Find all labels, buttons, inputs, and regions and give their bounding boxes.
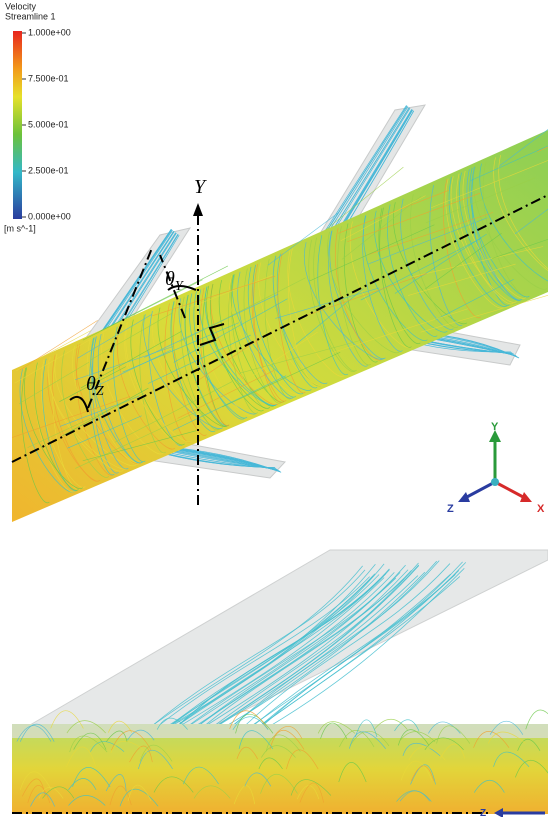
legend-ticks: 1.000e+00 7.500e-01 5.000e-01 2.500e-01 0.00… <box>22 27 71 221</box>
legend-tick-label: 1.000e+00 <box>28 27 71 37</box>
axis-triad <box>458 430 532 502</box>
theta-symbol: θ <box>165 268 175 290</box>
legend-tick-label: 7.500e-01 <box>28 73 69 83</box>
screenshot: Y θY θZ Velocity Streamline 1 1.000e+007… <box>0 0 548 817</box>
triad-z: Z <box>447 503 454 515</box>
triad-y: Y <box>491 421 499 433</box>
triad-x: X <box>537 503 545 515</box>
legend-unit: [m s^-1] <box>4 223 36 233</box>
legend-title: Velocity <box>5 1 37 11</box>
legend-tick-label: 5.000e-01 <box>28 119 69 129</box>
bottom-branch <box>30 550 548 725</box>
legend-tick-label: 0.000e+00 <box>28 211 71 221</box>
legend-tick-label: 2.500e-01 <box>28 165 69 175</box>
theta-subscript: Z <box>96 384 104 399</box>
y-axis-label: Y <box>194 176 207 198</box>
legend-subtitle: Streamline 1 <box>5 11 56 21</box>
bottom-triad-z: Z <box>480 808 486 817</box>
color-bar <box>13 31 22 219</box>
theta-symbol: θ <box>86 373 96 395</box>
theta-y: θY <box>165 268 185 294</box>
